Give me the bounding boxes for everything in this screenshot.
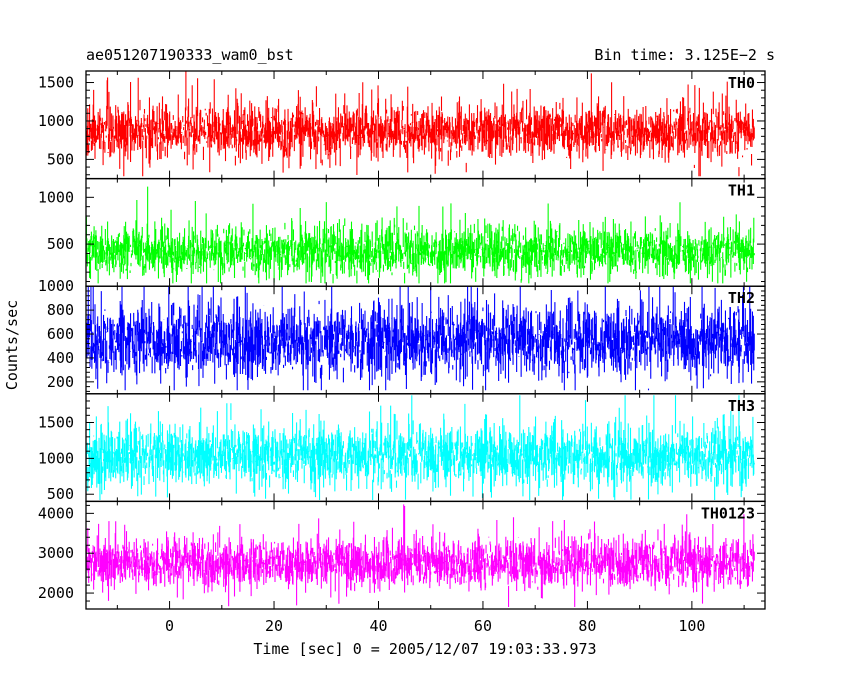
panel-label-th0: TH0 — [728, 74, 755, 92]
panel-label-th3: TH3 — [728, 397, 755, 415]
series-th3-trace — [86, 395, 755, 500]
x-tick-label: 80 — [578, 617, 596, 635]
panel-th0123: 2000 3000 4000 TH0123 — [38, 500, 766, 610]
panel-frame — [85, 500, 766, 610]
panel-th3: 500 1000 1500 TH3 — [38, 393, 766, 503]
x-tick-label: 20 — [265, 617, 283, 635]
y-tick-label: 800 — [47, 301, 74, 319]
x-tick-label: 0 — [165, 617, 174, 635]
panel-label-th2: TH2 — [728, 289, 755, 307]
y-tick-label: 200 — [47, 373, 74, 391]
x-axis-label: Time [sec] 0 = 2005/12/07 19:03:33.973 — [253, 640, 596, 658]
chart-title-left: ae051207190333_wam0_bst — [86, 46, 294, 64]
y-tick-label: 1500 — [38, 74, 74, 92]
series-th0123-trace — [86, 504, 755, 608]
y-tick-label: 1000 — [38, 112, 74, 130]
y-tick-label: 500 — [47, 485, 74, 503]
panel-label-th1: TH1 — [728, 182, 755, 200]
x-tick-label: 60 — [474, 617, 492, 635]
y-axis-label: Counts/sec — [3, 300, 21, 390]
panels-group: 500 1000 1500 TH0 500 1000 TH1 200 400 600 800 1000… — [38, 70, 766, 610]
y-tick-label: 600 — [47, 325, 74, 343]
y-tick-label: 2000 — [38, 584, 74, 602]
series-th1-trace — [86, 186, 755, 284]
y-tick-label: 1500 — [38, 413, 74, 431]
chart-title-right: Bin time: 3.125E−2 s — [594, 46, 775, 64]
x-tick-label: 100 — [678, 617, 705, 635]
y-tick-label: 1000 — [38, 188, 74, 206]
x-tick-labels: 0 20 40 60 80 100 — [165, 617, 705, 635]
y-tick-label: 3000 — [38, 544, 74, 562]
y-tick-label: 500 — [47, 150, 74, 168]
panel-th1: 500 1000 TH1 — [38, 177, 766, 287]
series-th2-trace — [86, 286, 755, 391]
x-tick-label: 40 — [369, 617, 387, 635]
panel-th2: 200 400 600 800 1000 TH2 — [38, 277, 766, 395]
y-tick-label: 1000 — [38, 449, 74, 467]
panel-label-th0123: TH0123 — [701, 504, 755, 522]
y-tick-label: 4000 — [38, 504, 74, 522]
y-tick-label: 1000 — [38, 277, 74, 295]
y-tick-label: 500 — [47, 235, 74, 253]
series-th0-trace — [86, 71, 755, 177]
panel-th0: 500 1000 1500 TH0 — [38, 70, 766, 180]
y-tick-label: 400 — [47, 349, 74, 367]
panel-frame — [85, 177, 766, 287]
